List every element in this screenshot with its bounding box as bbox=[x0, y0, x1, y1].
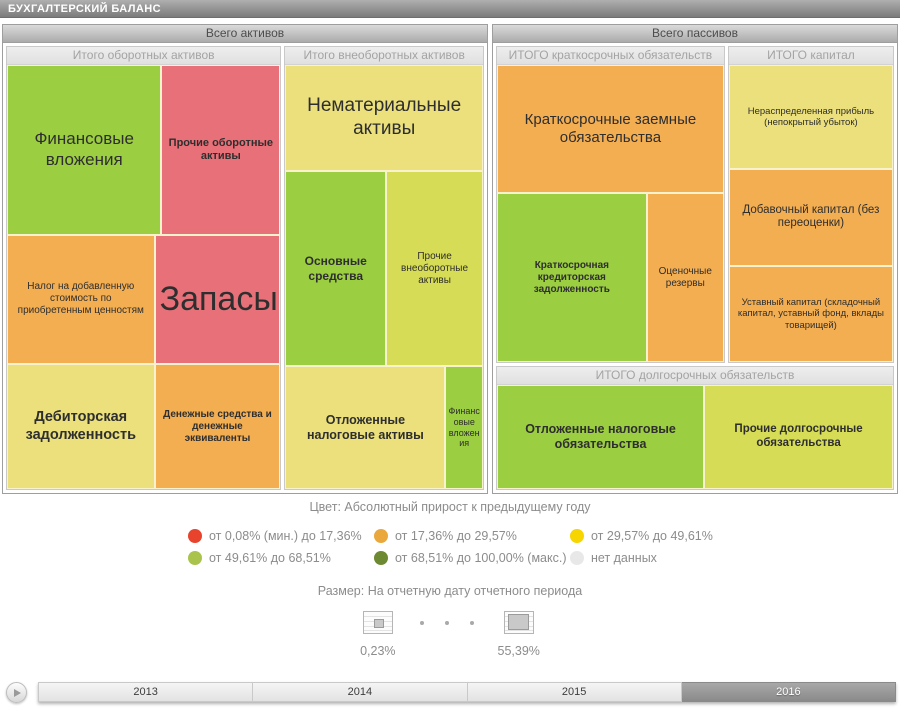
cell-label: Краткосрочные заемные обязательства bbox=[524, 110, 697, 146]
window-title: БУХГАЛТЕРСКИЙ БАЛАНС bbox=[0, 0, 900, 18]
group-noncurrent-assets: Итого внеоборотных активов Нематериальны… bbox=[284, 46, 484, 490]
group-current-assets-header: Итого оборотных активов bbox=[7, 47, 281, 65]
group-current-assets: Итого оборотных активов Финансовые вложе… bbox=[6, 46, 282, 490]
cell-authorized-capital[interactable]: Уставный капитал (складочный капитал, ус… bbox=[728, 265, 893, 363]
liabilities-panel-body: ИТОГО краткосрочных обязательств Краткос… bbox=[493, 43, 897, 493]
cell-label: Краткосрочная кредиторская задолженность bbox=[533, 259, 610, 295]
liabilities-top-row: ИТОГО краткосрочных обязательств Краткос… bbox=[496, 46, 894, 364]
assets-panel: Всего активов Итого оборотных активов Фи… bbox=[2, 24, 488, 494]
legend-dot-red bbox=[188, 528, 202, 543]
cell-receivables[interactable]: Дебиторская задолженность bbox=[7, 364, 155, 489]
cell-label: Оценочные резервы bbox=[658, 265, 712, 289]
group-long-term-liabilities-header: ИТОГО долгосрочных обязательств bbox=[497, 367, 893, 386]
cell-label: Уставный капитал (складочный капитал, ус… bbox=[737, 297, 884, 331]
cell-short-term-payables[interactable]: Краткосрочная кредиторская задолженность bbox=[497, 192, 647, 363]
legend-item: от 0,08% (мин.) до 17,36% bbox=[188, 528, 374, 543]
timeline-year-2015[interactable]: 2015 bbox=[467, 682, 682, 702]
liabilities-panel: Всего пассивов ИТОГО краткосрочных обяза… bbox=[492, 24, 898, 494]
group-total-capital: ИТОГО капитал Нераспределенная прибыль (… bbox=[727, 46, 894, 364]
size-min-label: 0,23% bbox=[360, 644, 396, 658]
size-legend-title: Размер: На отчетную дату отчетного перио… bbox=[317, 584, 583, 598]
cell-label: Отложенные налоговые активы bbox=[307, 412, 424, 442]
legend-label: нет данных bbox=[591, 550, 657, 565]
size-min-icon bbox=[362, 611, 393, 634]
group-current-assets-treemap: Финансовые вложения Прочие оборотные акт… bbox=[7, 65, 281, 489]
cell-label: Финансовые вложения bbox=[34, 129, 134, 169]
legend-dot-orange bbox=[374, 528, 388, 543]
assets-panel-body: Итого оборотных активов Финансовые вложе… bbox=[3, 43, 487, 493]
cell-label: Налог на добавленную стоимость по приобр… bbox=[17, 281, 144, 317]
cell-label: Прочие долгосрочные обязательства bbox=[734, 423, 863, 450]
cell-label: Добавочный капитал (без переоценки) bbox=[742, 203, 880, 230]
play-icon bbox=[14, 688, 21, 697]
cell-deferred-tax-liabilities[interactable]: Отложенные налоговые обязательства bbox=[497, 385, 705, 489]
group-short-term-liabilities-header: ИТОГО краткосрочных обязательств bbox=[497, 47, 724, 65]
cell-additional-capital[interactable]: Добавочный капитал (без переоценки) bbox=[728, 169, 893, 266]
legend-item: от 49,61% до 68,51% bbox=[188, 550, 374, 565]
cell-label: Отложенные налоговые обязательства bbox=[525, 422, 676, 452]
cell-label: Прочие оборотные активы bbox=[168, 136, 274, 162]
cell-label: Нематериальные активы bbox=[307, 95, 462, 139]
size-legend-min: 0,23% bbox=[360, 611, 396, 658]
color-legend: от 0,08% (мин.) до 17,36% от 17,36% до 2… bbox=[188, 528, 760, 565]
cell-label: Дебиторская задолженность bbox=[25, 409, 136, 443]
legend-dot-light-green bbox=[188, 550, 202, 565]
cell-financial-investments-noncurrent[interactable]: Финансовые вложения bbox=[445, 366, 483, 489]
group-total-capital-header: ИТОГО капитал bbox=[728, 47, 893, 65]
cell-short-term-borrowings[interactable]: Краткосрочные заемные обязательства bbox=[497, 65, 724, 193]
cell-label: Прочие внеоборотные активы bbox=[401, 250, 469, 286]
legend-item: от 29,57% до 49,61% bbox=[570, 528, 760, 543]
cell-other-current-assets[interactable]: Прочие оборотные активы bbox=[161, 65, 281, 235]
cell-label: Финансовые вложения bbox=[448, 405, 480, 449]
cell-other-long-term-liabilities[interactable]: Прочие долгосрочные обязательства bbox=[704, 385, 893, 489]
legend-item: нет данных bbox=[570, 550, 760, 565]
color-legend-title: Цвет: Абсолютный прирост к предыдущему г… bbox=[309, 500, 591, 514]
group-long-term-liabilities-treemap: Отложенные налоговые обязательства Прочи… bbox=[497, 385, 893, 489]
legend-label: от 17,36% до 29,57% bbox=[395, 528, 517, 543]
cell-label: Нераспределенная прибыль (непокрытый убы… bbox=[747, 105, 875, 129]
cell-inventory[interactable]: Запасы bbox=[154, 234, 281, 365]
cell-financial-investments[interactable]: Финансовые вложения bbox=[7, 65, 162, 235]
cell-label: Основные средства bbox=[304, 254, 367, 283]
size-max-icon bbox=[503, 611, 534, 634]
cell-intangible-assets[interactable]: Нематериальные активы bbox=[285, 65, 483, 171]
legend-label: от 68,51% до 100,00% (макс.) bbox=[395, 550, 567, 565]
timeline: 2013 2014 2015 2016 bbox=[38, 682, 896, 702]
group-short-term-liabilities: ИТОГО краткосрочных обязательств Краткос… bbox=[496, 46, 725, 364]
legend-label: от 49,61% до 68,51% bbox=[209, 550, 331, 565]
legend-label: от 0,08% (мин.) до 17,36% bbox=[209, 528, 362, 543]
cell-retained-earnings[interactable]: Нераспределенная прибыль (непокрытый убы… bbox=[728, 65, 893, 170]
size-legend-max: 55,39% bbox=[498, 611, 540, 658]
cell-other-noncurrent-assets[interactable]: Прочие внеоборотные активы bbox=[386, 171, 483, 367]
legend-dot-no-data bbox=[570, 550, 584, 565]
liabilities-panel-header: Всего пассивов bbox=[493, 25, 897, 43]
cell-label: Денежные средства и денежные эквиваленты bbox=[163, 408, 272, 444]
legend-item: от 68,51% до 100,00% (макс.) bbox=[374, 550, 570, 565]
legend-dot-dark-green bbox=[374, 550, 388, 565]
cell-vat-on-purchases[interactable]: Налог на добавленную стоимость по приобр… bbox=[7, 234, 155, 365]
group-short-term-liabilities-treemap: Краткосрочные заемные обязательства Крат… bbox=[497, 65, 724, 363]
timeline-year-2014[interactable]: 2014 bbox=[253, 682, 468, 702]
group-noncurrent-assets-header: Итого внеоборотных активов bbox=[285, 47, 483, 65]
cell-label: Запасы bbox=[159, 280, 278, 319]
cell-estimated-reserves[interactable]: Оценочные резервы bbox=[646, 192, 724, 363]
assets-panel-header: Всего активов bbox=[3, 25, 487, 43]
size-max-label: 55,39% bbox=[497, 644, 540, 658]
size-legend-dots bbox=[419, 621, 474, 625]
timeline-year-2013[interactable]: 2013 bbox=[38, 682, 254, 702]
size-legend: 0,23% 55,39% bbox=[0, 611, 900, 658]
group-long-term-liabilities: ИТОГО долгосрочных обязательств Отложенн… bbox=[496, 366, 894, 490]
group-total-capital-treemap: Нераспределенная прибыль (непокрытый убы… bbox=[728, 65, 893, 363]
timeline-play-button[interactable] bbox=[6, 682, 27, 703]
cell-deferred-tax-assets[interactable]: Отложенные налоговые активы bbox=[285, 366, 446, 489]
group-noncurrent-assets-treemap: Нематериальные активы Основные средства … bbox=[285, 65, 483, 489]
legend-item: от 17,36% до 29,57% bbox=[374, 528, 570, 543]
cell-cash-and-equivalents[interactable]: Денежные средства и денежные эквиваленты bbox=[154, 364, 281, 489]
legend-dot-yellow bbox=[570, 528, 584, 543]
legend-label: от 29,57% до 49,61% bbox=[591, 528, 713, 543]
timeline-year-2016[interactable]: 2016 bbox=[681, 682, 896, 702]
cell-fixed-assets[interactable]: Основные средства bbox=[285, 171, 387, 367]
